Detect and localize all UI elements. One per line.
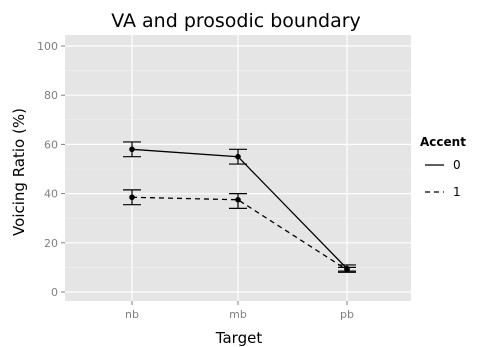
legend-label: 1 bbox=[453, 185, 461, 199]
y-axis-title: Voicing Ratio (%) bbox=[10, 108, 28, 236]
x-tick-label: nb bbox=[125, 308, 139, 321]
y-tick-label: 80 bbox=[44, 89, 58, 102]
legend: Accent 0 1 bbox=[420, 135, 466, 199]
legend-label: 0 bbox=[453, 158, 461, 172]
x-tick-label: pb bbox=[340, 308, 354, 321]
x-tick-label: mb bbox=[229, 308, 247, 321]
data-point bbox=[344, 267, 350, 273]
x-axis: nb mb pb bbox=[125, 301, 354, 321]
x-axis-title: Target bbox=[215, 329, 263, 347]
legend-item-1: 1 bbox=[425, 185, 461, 199]
y-tick-label: 0 bbox=[51, 286, 58, 299]
y-tick-label: 20 bbox=[44, 237, 58, 250]
series-1 bbox=[123, 189, 356, 273]
y-axis: 0 20 40 60 80 100 bbox=[37, 40, 65, 299]
data-point bbox=[129, 194, 135, 201]
data-point bbox=[129, 146, 135, 153]
data-point bbox=[235, 153, 241, 160]
y-tick-label: 40 bbox=[44, 188, 58, 201]
legend-item-0: 0 bbox=[425, 158, 461, 172]
y-tick-label: 60 bbox=[44, 138, 58, 151]
legend-title: Accent bbox=[420, 135, 466, 149]
chart-title: VA and prosodic boundary bbox=[111, 10, 361, 32]
grid-lines bbox=[65, 35, 411, 301]
y-tick-label: 100 bbox=[37, 40, 58, 53]
series-layer bbox=[123, 141, 356, 273]
data-point bbox=[235, 196, 241, 203]
series-line-1 bbox=[131, 196, 348, 271]
